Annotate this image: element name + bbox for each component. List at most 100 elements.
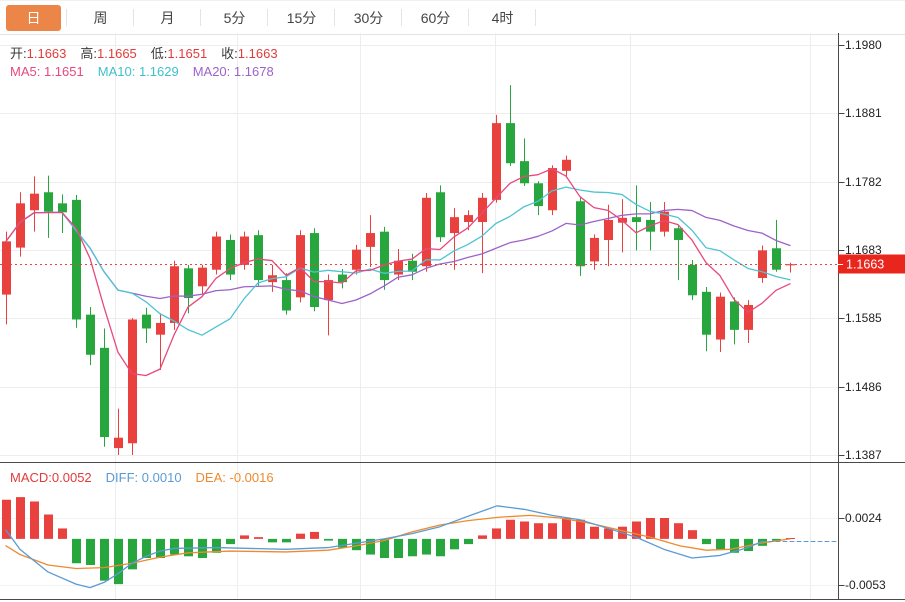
macd-bar-negative [408,538,417,557]
macd-bar-positive [576,519,585,539]
macd-bar-negative [72,538,81,564]
macd-legend: MACD:0.0052 DIFF: 0.0010 DEA: -0.0016 [10,470,288,485]
macd-bar-positive [688,530,697,539]
tab-30min-label: 30分 [353,9,384,26]
candle-body-down [436,192,445,238]
macd-bar-positive [296,533,305,539]
candle-body-down [534,183,543,207]
candle-body-down [72,199,81,320]
candle-body-up [324,280,333,301]
macd-bar-positive [520,521,529,539]
candle-body-up [366,233,375,247]
ma20-line [5,208,791,305]
macd-bar-negative [324,538,333,541]
candle-body-up [16,203,25,248]
macd-bar-positive [254,537,263,539]
high-value: 1.1665 [97,46,137,61]
ma10-line [5,186,791,336]
macd-bar-negative [436,538,445,557]
low-value: 1.1651 [167,46,208,61]
candle-body-up [562,159,571,171]
tab-day[interactable]: 日 [0,1,67,34]
dea-value: -0.0016 [229,470,274,485]
tab-15min[interactable]: 15分 [268,1,335,34]
candle-body-up [450,217,459,234]
macd-bar-negative [450,538,459,550]
price-tick-label: 1.1585 [845,311,882,325]
candle-body-up [548,168,557,211]
tab-5min[interactable]: 5分 [201,1,268,34]
candle-body-down [380,231,389,281]
price-tick-label: 1.1486 [845,380,882,394]
high-label: 高: [80,46,98,61]
macd-bar-negative [212,538,221,553]
macd-label: MACD: [10,470,52,485]
candle-body-up [744,304,753,330]
macd-bar-positive [548,523,557,539]
macd-bar-positive [2,499,11,539]
tab-month[interactable]: 月 [134,1,201,34]
macd-bar-positive [674,523,683,539]
macd-bar-negative [352,538,361,551]
tab-30min[interactable]: 30分 [335,1,402,34]
macd-bar-negative [268,538,277,543]
macd-value: 0.0052 [51,470,92,485]
macd-bar-negative [338,538,347,548]
ma20-label: MA20: [192,64,231,79]
macd-bar-negative [226,538,235,545]
macd-bar-negative [422,538,431,555]
dea-line [5,514,791,570]
tab-60min-label: 60分 [420,9,451,26]
candle-body-down [184,268,193,299]
tab-15min-label: 15分 [286,9,317,26]
current-price-badge [838,254,905,274]
macd-bar-negative [170,538,179,555]
macd-bar-negative [380,538,389,559]
ma20-value: 1.1678 [233,64,274,79]
macd-bar-positive [590,526,599,539]
macd-bar-negative [128,538,137,570]
candle-body-up [660,211,669,232]
tab-day-label: 日 [6,4,61,31]
macd-bar-negative [772,538,781,541]
candle-body-up [128,319,137,444]
macd-bar-negative [142,538,151,559]
diff-value: 0.0010 [141,470,182,485]
macd-bar-positive [632,521,641,539]
candle-body-down [254,235,263,281]
candle-body-down [506,123,515,164]
tab-week[interactable]: 周 [67,1,134,34]
candle-body-down [142,314,151,329]
ma10-label: MA10: [97,64,136,79]
candle-body-up [240,236,249,265]
macd-bar-negative [464,538,473,545]
candle-body-up [30,193,39,211]
current-price-badge-label: 1.1663 [846,258,884,272]
candle-body-down [408,260,417,272]
timeframe-tabbar: 日 周 月 5分 15分 30分 60分 4时 [0,0,905,35]
open-value: 1.1663 [26,46,67,61]
macd-bar-positive [58,528,67,539]
candle-body-up [198,267,207,287]
candle-body-down [688,264,697,296]
candle-body-up [2,241,11,295]
tab-4hour[interactable]: 4时 [469,1,536,34]
candle-body-up [716,296,725,340]
macd-bar-positive [44,514,53,539]
ohlc-legend: 开:1.1663 高:1.1665 低:1.1651 收:1.1663 [10,43,292,62]
macd-tick-label: -0.0053 [845,578,886,592]
ma5-line [5,168,791,377]
macd-bar-negative [702,538,711,545]
price-tick-label: 1.1782 [845,175,882,189]
close-label: 收: [221,46,238,61]
candle-body-up [464,215,473,222]
candle-body-down [576,201,585,267]
macd-bar-positive [646,518,655,539]
tab-60min[interactable]: 60分 [402,1,469,34]
candle-body-up [170,266,179,323]
macd-bar-positive [562,518,571,539]
candle-body-up [114,437,123,449]
candle-body-down [520,161,529,184]
